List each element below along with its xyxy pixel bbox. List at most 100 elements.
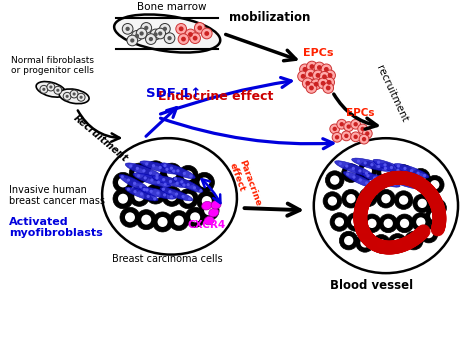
Circle shape — [47, 83, 55, 91]
Circle shape — [399, 196, 408, 205]
Ellipse shape — [335, 161, 372, 176]
Circle shape — [129, 163, 149, 183]
Circle shape — [162, 163, 182, 183]
Circle shape — [314, 82, 319, 87]
Circle shape — [342, 164, 360, 182]
Circle shape — [164, 183, 167, 186]
Circle shape — [377, 190, 395, 208]
Circle shape — [146, 161, 165, 181]
Circle shape — [307, 61, 317, 72]
Circle shape — [324, 77, 335, 88]
Circle shape — [314, 62, 325, 73]
Circle shape — [326, 171, 344, 190]
Circle shape — [414, 185, 417, 188]
Circle shape — [141, 23, 152, 33]
Circle shape — [346, 173, 349, 176]
Circle shape — [339, 231, 358, 250]
Circle shape — [200, 177, 210, 187]
Circle shape — [344, 236, 353, 245]
Circle shape — [204, 205, 214, 215]
Circle shape — [396, 168, 400, 172]
Circle shape — [172, 170, 175, 173]
Circle shape — [169, 180, 172, 183]
Circle shape — [151, 189, 161, 199]
Circle shape — [197, 191, 217, 211]
Circle shape — [352, 176, 356, 179]
Circle shape — [146, 184, 165, 204]
Circle shape — [335, 217, 344, 227]
Circle shape — [178, 165, 198, 185]
Circle shape — [190, 212, 200, 222]
Ellipse shape — [125, 163, 163, 179]
Circle shape — [394, 191, 413, 210]
Text: recruitment: recruitment — [374, 64, 410, 124]
Circle shape — [70, 90, 78, 98]
Circle shape — [144, 176, 147, 180]
Circle shape — [423, 174, 426, 177]
Circle shape — [149, 190, 153, 193]
Circle shape — [371, 184, 374, 187]
Circle shape — [365, 131, 370, 136]
Circle shape — [407, 182, 410, 185]
Circle shape — [356, 234, 374, 252]
Circle shape — [313, 70, 323, 81]
Ellipse shape — [59, 89, 89, 104]
Circle shape — [142, 169, 146, 173]
Circle shape — [150, 29, 161, 40]
Circle shape — [324, 67, 329, 72]
Circle shape — [158, 32, 163, 36]
Circle shape — [150, 178, 154, 182]
Ellipse shape — [160, 187, 193, 201]
Circle shape — [137, 174, 140, 177]
Circle shape — [167, 36, 172, 40]
Circle shape — [365, 172, 368, 175]
Circle shape — [400, 219, 409, 228]
Circle shape — [321, 64, 332, 75]
Circle shape — [354, 135, 358, 139]
Circle shape — [346, 168, 356, 178]
Circle shape — [384, 167, 387, 170]
Circle shape — [167, 168, 177, 178]
Circle shape — [360, 127, 365, 131]
Circle shape — [416, 173, 426, 182]
Circle shape — [404, 231, 423, 250]
Circle shape — [155, 174, 159, 177]
Circle shape — [170, 195, 173, 198]
Circle shape — [301, 74, 305, 79]
Circle shape — [135, 34, 139, 38]
Circle shape — [432, 203, 442, 213]
Ellipse shape — [133, 173, 171, 187]
Circle shape — [346, 213, 365, 231]
Circle shape — [188, 32, 193, 37]
Circle shape — [157, 217, 167, 227]
Circle shape — [194, 173, 214, 193]
Circle shape — [327, 80, 331, 85]
Circle shape — [399, 170, 408, 179]
Circle shape — [394, 178, 397, 181]
Circle shape — [305, 69, 316, 80]
Circle shape — [409, 236, 419, 245]
Circle shape — [156, 192, 160, 195]
Circle shape — [136, 210, 156, 230]
Text: Activated
myofibroblasts: Activated myofibroblasts — [9, 217, 103, 238]
Ellipse shape — [114, 15, 220, 53]
Circle shape — [377, 165, 380, 168]
Circle shape — [170, 166, 173, 170]
Circle shape — [298, 71, 309, 82]
Circle shape — [362, 137, 366, 141]
Circle shape — [318, 78, 328, 88]
Circle shape — [319, 72, 330, 82]
Circle shape — [411, 168, 430, 187]
Circle shape — [155, 28, 165, 39]
Circle shape — [346, 124, 351, 129]
Circle shape — [193, 186, 196, 189]
Circle shape — [165, 168, 169, 171]
Circle shape — [393, 238, 402, 247]
Circle shape — [133, 190, 137, 193]
Circle shape — [373, 176, 376, 180]
Circle shape — [182, 195, 185, 198]
Ellipse shape — [373, 159, 410, 176]
Circle shape — [174, 216, 184, 225]
Ellipse shape — [314, 138, 458, 273]
Ellipse shape — [173, 177, 203, 193]
